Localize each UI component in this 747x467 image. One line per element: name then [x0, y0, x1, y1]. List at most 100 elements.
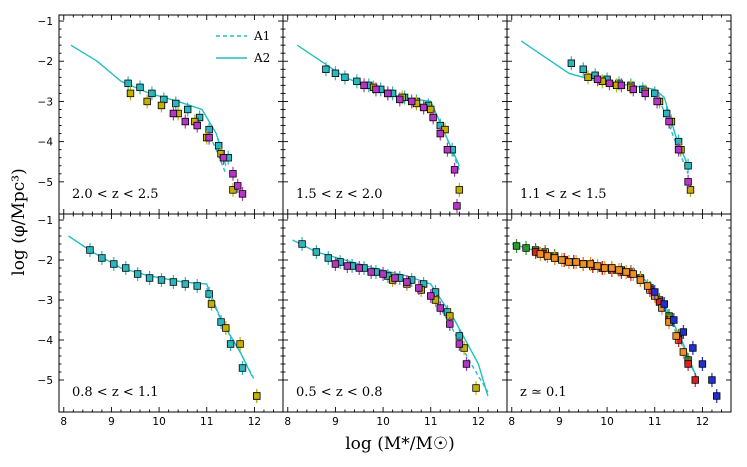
data-point-orange	[629, 270, 637, 278]
data-point-cyan	[322, 65, 330, 73]
x-tick-label: 11	[200, 416, 213, 428]
data-point-orange	[643, 282, 652, 290]
data-point-cyan	[86, 246, 94, 254]
x-tick-label: 10	[600, 416, 613, 428]
data-point-blue	[651, 288, 659, 296]
y-axis-label: log (φ/Mpc³)	[9, 168, 29, 275]
data-point-cyan	[98, 254, 106, 262]
data-point-cyan	[238, 364, 247, 372]
panel-redshift-label: 1.1 < z < 1.5	[520, 187, 607, 202]
data-point-cyan	[136, 83, 144, 92]
panel-3: 1.1 < z < 1.5	[506, 14, 732, 215]
data-point-orange	[543, 252, 552, 260]
panel-data	[292, 237, 489, 397]
data-point-orange	[572, 258, 580, 266]
model-a2-line	[292, 239, 489, 397]
data-point-blue	[670, 316, 678, 324]
panel-frame	[506, 14, 732, 215]
data-point-purple	[419, 103, 428, 112]
data-point-olive	[472, 384, 480, 392]
data-point-olive	[143, 97, 151, 106]
model-a2-line	[296, 44, 460, 167]
x-tick-label: 12	[696, 416, 709, 428]
panel-frame	[506, 213, 732, 413]
data-point-purple	[229, 170, 237, 178]
x-tick-label: 12	[248, 416, 261, 428]
data-point-olive	[584, 73, 592, 82]
data-point-purple	[384, 89, 392, 98]
panel-5: 8 9 10 11 12 0.5 < z < 0.8	[282, 213, 508, 428]
data-point-purple	[181, 117, 189, 126]
panel-frame	[58, 213, 284, 413]
legend-a2-label: A2	[253, 51, 270, 65]
y-tick-label: −4	[38, 335, 54, 347]
model-a2-line	[68, 235, 253, 377]
y-tick-label: −1	[38, 215, 53, 227]
data-point-purple	[169, 109, 178, 118]
data-point-purple	[617, 81, 626, 90]
data-point-purple	[436, 304, 444, 312]
data-point-orange	[593, 262, 602, 270]
data-point-cyan	[226, 340, 235, 348]
data-point-purple	[193, 121, 201, 130]
data-point-olive	[427, 105, 435, 114]
data-point-orange	[672, 332, 680, 340]
data-point-purple	[629, 85, 637, 94]
data-point-purple	[379, 270, 387, 278]
panel-data	[296, 44, 464, 213]
x-tick-label: 12	[472, 416, 485, 428]
data-point-olive	[236, 340, 244, 348]
data-point-cyan	[324, 254, 332, 262]
data-point-purple	[455, 340, 464, 348]
data-point-purple	[407, 97, 416, 106]
data-point-orange	[586, 260, 595, 268]
data-point-cyan	[205, 290, 213, 298]
data-point-cyan	[122, 264, 130, 272]
model-a2-line	[70, 44, 227, 166]
legend: A1 A2	[216, 29, 270, 65]
data-point-orange	[601, 264, 609, 272]
data-point-olive	[441, 125, 449, 134]
data-point-purple	[450, 166, 459, 174]
panel-1: −1 −2 −3 −4 −5 2.0 < z < 2.5 A1 A2	[38, 14, 284, 215]
panel-2: 1.5 < z < 2.0	[282, 14, 508, 215]
panel-frame	[282, 213, 508, 413]
y-tick-label: −5	[38, 177, 53, 189]
panel-data	[68, 235, 261, 403]
data-point-cyan	[651, 89, 659, 98]
data-point-orange	[550, 254, 559, 262]
data-point-olive	[222, 324, 230, 332]
data-point-purple	[367, 268, 375, 276]
y-tick-label: −3	[38, 295, 53, 307]
data-point-cyan	[353, 77, 361, 86]
panel-redshift-label: 2.0 < z < 2.5	[72, 187, 159, 202]
panel-4: 8 9 10 11 12 −1 −2 −3 −4 −5 0.8 < z < 1.1	[38, 213, 284, 428]
x-tick-label: 10	[376, 416, 389, 428]
data-point-purple	[403, 278, 411, 286]
data-point-cyan	[124, 79, 132, 88]
data-point-purple	[453, 202, 461, 210]
data-point-orange	[579, 260, 587, 268]
data-point-purple	[219, 154, 228, 162]
x-tick-label: 9	[332, 416, 339, 428]
data-point-orange	[536, 250, 545, 258]
data-point-blue	[660, 300, 668, 308]
data-point-blue	[679, 328, 688, 336]
data-point-purple	[665, 117, 673, 126]
data-point-purple	[462, 360, 471, 368]
data-point-olive	[460, 344, 468, 352]
x-tick-label: 9	[108, 416, 115, 428]
data-point-cyan	[148, 89, 156, 98]
y-tick-label: −4	[38, 137, 54, 149]
x-tick-label: 8	[508, 416, 515, 428]
data-point-cyan	[181, 280, 189, 288]
data-point-purple	[343, 262, 352, 270]
data-point-cyan	[298, 240, 306, 248]
panel-redshift-label: 0.8 < z < 1.1	[72, 385, 159, 400]
data-point-cyan	[133, 270, 142, 278]
data-point-cyan	[312, 248, 321, 256]
data-point-cyan	[183, 105, 192, 114]
data-point-green	[512, 242, 521, 250]
x-tick-label: 10	[152, 416, 165, 428]
panel-redshift-label: 1.5 < z < 2.0	[296, 187, 383, 202]
